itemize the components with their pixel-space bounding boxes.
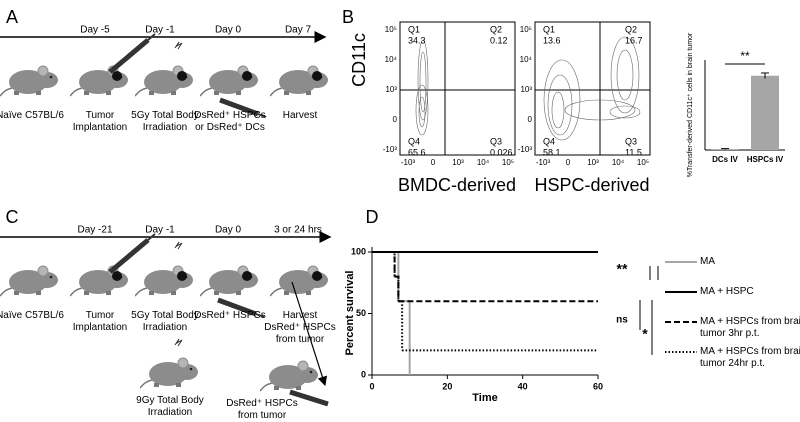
y-tick-label: 10⁴ bbox=[520, 55, 533, 64]
x-tick-label: 10³ bbox=[452, 158, 464, 167]
legend-label: MA bbox=[700, 256, 715, 267]
quadrant-name: Q1 bbox=[408, 24, 420, 34]
day-label: Day 0 bbox=[215, 25, 242, 36]
survival-step bbox=[398, 300, 404, 351]
y-tick-label: 0 bbox=[361, 369, 366, 379]
survival-step bbox=[394, 275, 400, 302]
significance: ns bbox=[616, 315, 628, 326]
quadrant-name: Q1 bbox=[543, 24, 555, 34]
syringes bbox=[108, 33, 329, 407]
y-tick-label: 0 bbox=[528, 115, 533, 124]
day-label: Day -5 bbox=[80, 25, 110, 36]
y-tick-label: 10⁴ bbox=[385, 55, 398, 64]
flow-plot-frames bbox=[399, 21, 651, 156]
y-tick-label: 10⁵ bbox=[520, 25, 532, 34]
day-label: Day -21 bbox=[77, 225, 112, 236]
y-tick-label: 10³ bbox=[520, 85, 532, 94]
flow-title: BMDC-derived bbox=[398, 175, 516, 195]
quadrant-value: 0.12 bbox=[490, 35, 508, 45]
quadrant-value: 34.3 bbox=[408, 35, 426, 45]
step-label: Naïve C57BL/6 bbox=[0, 110, 64, 121]
step-label: Harvest bbox=[282, 110, 318, 121]
step-label: 5Gy Total Body Irradiation bbox=[131, 310, 199, 333]
day-label: Day 0 bbox=[215, 225, 242, 236]
quadrant-value: 58.1 bbox=[543, 147, 561, 157]
survival-step bbox=[372, 251, 396, 277]
x-tick-label: -10³ bbox=[401, 158, 416, 167]
legend-label: MA + HSPCs from brain tumor 24hr p.t. bbox=[700, 346, 800, 369]
quadrant-value: 16.7 bbox=[625, 35, 643, 45]
step-label: Tumor Implantation bbox=[72, 310, 128, 333]
day-label: Day -1 bbox=[145, 25, 175, 36]
axis-title: CD11c bbox=[349, 33, 369, 87]
y-axis-title: %Transfer-derived CD11c⁺ cells in brain … bbox=[687, 32, 694, 177]
y-tick-label: 50 bbox=[356, 308, 366, 318]
significance: ** bbox=[617, 261, 628, 277]
y-tick-label: 100 bbox=[351, 246, 366, 256]
x-tick-label: -10³ bbox=[536, 158, 551, 167]
significance: * bbox=[642, 326, 648, 342]
step-label: DsRed⁺ HSPCs or DsRed⁺ DCs bbox=[194, 110, 266, 133]
significance: ** bbox=[740, 49, 750, 63]
quadrant-name: Q3 bbox=[490, 136, 502, 146]
step-label: Harvest DsRed⁺ HSPCs from tumor bbox=[264, 310, 336, 345]
y-tick-label: -10³ bbox=[383, 145, 398, 154]
panel-label: B bbox=[342, 7, 354, 27]
contours bbox=[415, 36, 641, 141]
y-tick-label: 0 bbox=[393, 115, 398, 124]
step-label: 5Gy Total Body Irradiation bbox=[131, 110, 199, 133]
bar bbox=[751, 75, 779, 150]
panel-label: A bbox=[6, 7, 18, 27]
y-tick-label: 10³ bbox=[385, 85, 397, 94]
legend-label: MA + HSPC bbox=[700, 286, 754, 297]
step-label: DsRed⁺ HSPCs from tumor bbox=[226, 398, 298, 421]
x-tick-label: 0 bbox=[369, 381, 374, 391]
x-tick-label: 10⁴ bbox=[477, 158, 490, 167]
panel-label: D bbox=[366, 207, 379, 227]
y-axis-title: Percent survival bbox=[344, 271, 356, 356]
x-tick-label: 10³ bbox=[587, 158, 599, 167]
day-label: Day -1 bbox=[145, 225, 175, 236]
day-label: Day 7 bbox=[285, 25, 312, 36]
x-tick-label: DCs IV bbox=[712, 155, 738, 164]
x-tick-label: 60 bbox=[593, 381, 603, 391]
step-label: 9Gy Total Body Irradiation bbox=[136, 395, 204, 418]
step-label: Naïve C57BL/6 bbox=[0, 310, 64, 321]
quadrant-value: 13.6 bbox=[543, 35, 561, 45]
x-tick-label: 20 bbox=[442, 381, 452, 391]
quadrant-name: Q2 bbox=[625, 24, 637, 34]
x-tick-label: HSPCs IV bbox=[747, 155, 784, 164]
error-bar bbox=[721, 148, 729, 150]
legend-label: MA + HSPCs from brain tumor 3hr p.t. bbox=[700, 316, 800, 339]
survival-step bbox=[372, 251, 396, 277]
x-tick-label: 10⁵ bbox=[502, 158, 514, 167]
x-tick-label: 0 bbox=[566, 158, 571, 167]
step-label: Tumor Implantation bbox=[72, 110, 128, 133]
quadrant-value: 11.5 bbox=[625, 147, 642, 157]
quadrant-value: 65.6 bbox=[408, 147, 426, 157]
y-tick-label: -10³ bbox=[518, 145, 533, 154]
x-tick-label: 40 bbox=[518, 381, 528, 391]
step-label: DsRed⁺ HSPCs bbox=[194, 310, 266, 321]
day-label: 3 or 24 hrs bbox=[274, 225, 322, 236]
x-tick-label: 10⁴ bbox=[612, 158, 625, 167]
x-tick-label: 0 bbox=[431, 158, 436, 167]
survival-step bbox=[398, 300, 411, 375]
quadrant-name: Q3 bbox=[625, 136, 637, 146]
quadrant-name: Q2 bbox=[490, 24, 502, 34]
x-tick-label: 10⁵ bbox=[637, 158, 649, 167]
y-tick-label: 10⁵ bbox=[385, 25, 397, 34]
x-axis-title: Time bbox=[472, 392, 497, 404]
quadrant-value: 0.026 bbox=[490, 147, 513, 157]
arrow bbox=[291, 281, 328, 387]
quadrant-name: Q4 bbox=[543, 136, 555, 146]
flow-title: HSPC-derived bbox=[534, 175, 649, 195]
panel-label: C bbox=[6, 207, 19, 227]
bracket bbox=[639, 266, 659, 355]
mice bbox=[0, 65, 329, 392]
quadrant-name: Q4 bbox=[408, 136, 420, 146]
error-bar bbox=[761, 72, 769, 79]
